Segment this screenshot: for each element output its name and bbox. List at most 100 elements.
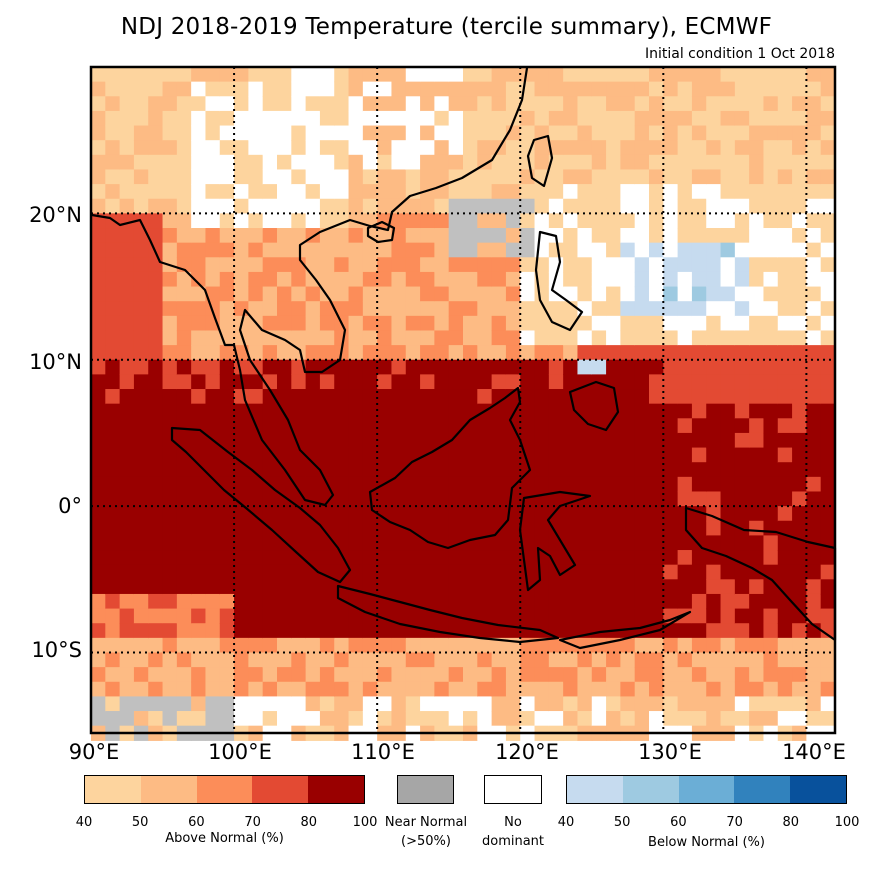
heatmap-cell — [563, 359, 579, 375]
heatmap-cell — [219, 125, 235, 141]
heatmap-cell — [162, 418, 178, 434]
heatmap-cell — [534, 257, 550, 273]
heatmap-cell — [734, 491, 750, 507]
heatmap-cell — [291, 169, 307, 185]
heatmap-cell — [720, 330, 736, 346]
heatmap-cell — [634, 301, 650, 317]
heatmap-cell — [119, 315, 135, 332]
heatmap-cell — [420, 564, 435, 580]
heatmap-cell — [505, 81, 521, 97]
heatmap-cell — [691, 623, 707, 639]
heatmap-cell — [734, 242, 750, 258]
heatmap-cell — [291, 228, 307, 244]
heatmap-cell — [434, 667, 450, 683]
heatmap-cell — [663, 374, 679, 390]
heatmap-cell — [377, 462, 393, 478]
heatmap-cell — [720, 110, 736, 127]
heatmap-cell — [105, 403, 121, 419]
heatmap-cell — [248, 447, 264, 463]
heatmap-cell — [377, 125, 393, 141]
heatmap-cell — [491, 506, 507, 522]
heatmap-cell — [162, 535, 178, 551]
heatmap-cell — [663, 447, 679, 463]
heatmap-cell — [305, 67, 321, 83]
heatmap-cell — [534, 520, 550, 536]
heatmap-cell — [691, 564, 707, 580]
heatmap-cell — [463, 110, 478, 127]
heatmap-cell — [434, 125, 450, 141]
heatmap-cell — [191, 184, 207, 200]
heatmap-cell — [234, 491, 249, 507]
heatmap-cell — [162, 462, 178, 478]
heatmap-cell — [606, 681, 621, 698]
heatmap-cell — [191, 228, 207, 244]
heatmap-cell — [248, 228, 264, 244]
heatmap-cell — [362, 330, 378, 346]
heatmap-cell — [706, 564, 722, 580]
heatmap-cell — [248, 550, 264, 566]
heatmap-cell — [133, 711, 149, 727]
heatmap-cell — [734, 81, 750, 97]
heatmap-cell — [620, 403, 636, 419]
heatmap-cell — [91, 447, 106, 463]
heatmap-cell — [792, 696, 807, 712]
heatmap-cell — [520, 593, 536, 610]
heatmap-cell — [505, 228, 521, 244]
heatmap-cell — [391, 667, 407, 683]
heatmap-cell — [91, 184, 106, 200]
heatmap-cell — [291, 652, 307, 668]
heatmap-cell — [563, 374, 579, 390]
heatmap-cell — [319, 579, 335, 595]
lat-label-0: 0° — [58, 494, 82, 518]
heatmap-cell — [663, 67, 679, 83]
heatmap-cell — [219, 637, 235, 654]
heatmap-cell — [148, 359, 164, 375]
heatmap-cell — [219, 154, 235, 171]
colorbar-segment — [622, 776, 679, 803]
heatmap-cell — [391, 432, 407, 449]
heatmap-cell — [277, 242, 292, 258]
heatmap-cell — [706, 359, 722, 375]
heatmap-cell — [191, 418, 207, 434]
heatmap-cell — [734, 667, 750, 683]
heatmap-cell — [191, 169, 207, 185]
heatmap-cell — [291, 184, 307, 200]
heatmap-cell — [262, 228, 278, 244]
heatmap-cell — [548, 432, 564, 449]
heatmap-cell — [248, 198, 264, 214]
heatmap-cell — [448, 389, 464, 405]
heatmap-cell — [148, 550, 164, 566]
heatmap-cell — [677, 315, 693, 332]
heatmap-cell — [520, 198, 536, 214]
heatmap-cell — [105, 67, 121, 83]
heatmap-cell — [763, 637, 779, 654]
heatmap-cell — [663, 564, 679, 580]
heatmap-cell — [262, 711, 278, 727]
heatmap-cell — [248, 681, 264, 698]
heatmap-cell — [677, 652, 693, 668]
heatmap-cell — [105, 564, 121, 580]
heatmap-cell — [620, 535, 636, 551]
heatmap-cell — [763, 623, 779, 639]
heatmap-cell — [219, 96, 235, 112]
heatmap-cell — [505, 140, 521, 156]
heatmap-cell — [534, 198, 550, 214]
heatmap-cell — [620, 564, 636, 580]
heatmap-cell — [591, 667, 607, 683]
heatmap-cell — [634, 711, 650, 727]
heatmap-cell — [663, 140, 679, 156]
heatmap-cell — [520, 315, 536, 332]
heatmap-cell — [448, 491, 464, 507]
heatmap-cell — [577, 667, 593, 683]
heatmap-cell — [706, 228, 722, 244]
heatmap-cell — [348, 154, 364, 171]
heatmap-cell — [548, 506, 564, 522]
heatmap-cell — [649, 476, 664, 493]
heatmap-cell — [749, 125, 765, 141]
heatmap-cell — [577, 154, 593, 171]
heatmap-cell — [248, 271, 264, 288]
heatmap-cell — [119, 169, 135, 185]
heatmap-cell — [348, 345, 364, 361]
heatmap-cell — [348, 67, 364, 83]
heatmap-cell — [677, 491, 693, 507]
